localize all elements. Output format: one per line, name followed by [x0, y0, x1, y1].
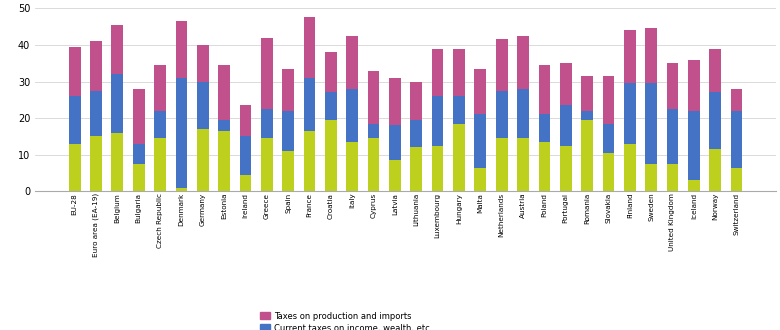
Bar [282, 111, 294, 151]
Bar [303, 17, 315, 78]
Bar [367, 138, 379, 191]
Bar [261, 138, 273, 191]
Bar [432, 96, 444, 146]
Bar [688, 111, 700, 181]
Bar [581, 111, 593, 120]
Bar [581, 120, 593, 191]
Bar [176, 21, 187, 78]
Bar [538, 142, 550, 191]
Bar [346, 142, 358, 191]
Bar [112, 25, 123, 74]
Bar [538, 115, 550, 142]
Bar [133, 89, 144, 144]
Bar [218, 120, 230, 131]
Bar [517, 89, 529, 138]
Bar [645, 83, 657, 164]
Bar [112, 74, 123, 133]
Bar [496, 91, 508, 138]
Bar [496, 138, 508, 191]
Bar [432, 146, 444, 191]
Bar [176, 78, 187, 188]
Bar [218, 131, 230, 191]
Bar [325, 92, 337, 120]
Bar [410, 120, 422, 148]
Bar [239, 175, 251, 191]
Bar [69, 144, 80, 191]
Bar [367, 71, 379, 124]
Bar [325, 52, 337, 92]
Bar [389, 78, 401, 125]
Bar [517, 138, 529, 191]
Bar [667, 63, 679, 109]
Bar [474, 69, 486, 115]
Bar [303, 78, 315, 131]
Bar [731, 168, 743, 191]
Bar [517, 36, 529, 89]
Bar [474, 115, 486, 168]
Bar [624, 30, 636, 83]
Bar [645, 164, 657, 191]
Bar [560, 105, 572, 146]
Bar [90, 91, 102, 137]
Bar [197, 82, 208, 129]
Bar [645, 28, 657, 83]
Bar [282, 69, 294, 111]
Bar [346, 36, 358, 89]
Bar [453, 124, 465, 191]
Bar [603, 153, 615, 191]
Bar [389, 125, 401, 160]
Bar [90, 137, 102, 191]
Bar [560, 146, 572, 191]
Bar [667, 164, 679, 191]
Bar [496, 39, 508, 91]
Bar [346, 89, 358, 142]
Bar [688, 59, 700, 111]
Legend: Taxes on production and imports, Current taxes on income, wealth, etc., Net soci: Taxes on production and imports, Current… [257, 309, 435, 330]
Bar [133, 144, 144, 164]
Bar [603, 76, 615, 124]
Bar [731, 89, 743, 111]
Bar [560, 63, 572, 105]
Bar [133, 164, 144, 191]
Bar [367, 124, 379, 138]
Bar [667, 109, 679, 164]
Bar [239, 105, 251, 137]
Bar [474, 168, 486, 191]
Bar [731, 111, 743, 168]
Bar [432, 49, 444, 96]
Bar [538, 65, 550, 115]
Bar [218, 65, 230, 120]
Bar [709, 49, 721, 92]
Bar [197, 129, 208, 191]
Bar [154, 65, 166, 111]
Bar [453, 96, 465, 124]
Bar [154, 138, 166, 191]
Bar [112, 133, 123, 191]
Bar [176, 188, 187, 191]
Bar [69, 96, 80, 144]
Bar [709, 92, 721, 149]
Bar [239, 137, 251, 175]
Bar [624, 144, 636, 191]
Bar [90, 41, 102, 91]
Bar [303, 131, 315, 191]
Bar [453, 49, 465, 96]
Bar [261, 109, 273, 138]
Bar [410, 82, 422, 120]
Bar [389, 160, 401, 191]
Bar [581, 76, 593, 111]
Bar [325, 120, 337, 191]
Bar [261, 38, 273, 109]
Bar [282, 151, 294, 191]
Bar [603, 124, 615, 153]
Bar [69, 47, 80, 96]
Bar [410, 148, 422, 191]
Bar [688, 181, 700, 191]
Bar [709, 149, 721, 191]
Bar [197, 45, 208, 82]
Bar [154, 111, 166, 138]
Bar [624, 83, 636, 144]
